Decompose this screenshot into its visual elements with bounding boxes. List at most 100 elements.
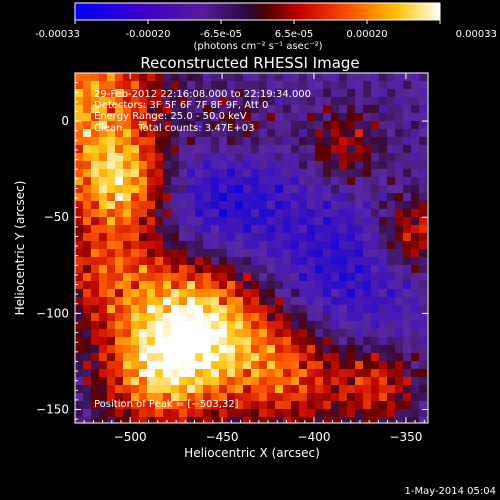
heatmap-cell	[139, 265, 148, 274]
heatmap-cell	[347, 201, 356, 210]
heatmap-cell	[83, 169, 92, 178]
heatmap-cell	[387, 313, 396, 322]
heatmap-cell	[195, 105, 204, 114]
heatmap-cell	[131, 345, 140, 354]
heatmap-cell	[315, 233, 324, 242]
heatmap-cell	[171, 177, 180, 186]
heatmap-cell	[227, 113, 236, 122]
heatmap-cell	[187, 361, 196, 370]
heatmap-cell	[131, 201, 140, 210]
heatmap-cell	[411, 129, 420, 138]
heatmap-cell	[155, 417, 164, 423]
heatmap-cell	[91, 353, 100, 362]
heatmap-cell	[147, 217, 156, 226]
heatmap-cell	[155, 289, 164, 298]
heatmap-cell	[259, 89, 268, 98]
heatmap-cell	[139, 169, 148, 178]
heatmap-cell	[395, 417, 404, 423]
heatmap-cell	[363, 401, 372, 410]
heatmap-cell	[91, 209, 100, 218]
heatmap-cell	[251, 89, 260, 98]
heatmap-cell	[99, 329, 108, 338]
heatmap-cell	[91, 233, 100, 242]
heatmap-cell	[163, 289, 172, 298]
heatmap-cell	[411, 273, 420, 282]
heatmap-cell	[115, 273, 124, 282]
heatmap-cell	[355, 353, 364, 362]
heatmap-cell	[211, 281, 220, 290]
heatmap-cell	[323, 105, 332, 114]
heatmap-cell	[171, 233, 180, 242]
heatmap-cell	[99, 169, 108, 178]
heatmap-cell	[107, 377, 116, 386]
heatmap-cell	[291, 393, 300, 402]
heatmap-cell	[291, 81, 300, 90]
heatmap-cell	[115, 209, 124, 218]
heatmap-cell	[139, 305, 148, 314]
heatmap-cell	[243, 209, 252, 218]
heatmap-cell	[363, 89, 372, 98]
heatmap-cell	[387, 361, 396, 370]
heatmap-cell	[147, 401, 156, 410]
heatmap-cell	[259, 185, 268, 194]
heatmap-cell	[307, 273, 316, 282]
heatmap-cell	[75, 257, 84, 266]
heatmap-cell	[387, 249, 396, 258]
heatmap-cell	[155, 321, 164, 330]
heatmap-cell	[163, 233, 172, 242]
heatmap-cell	[155, 225, 164, 234]
heatmap-cell	[419, 137, 428, 146]
heatmap-cell	[259, 313, 268, 322]
heatmap-cell	[379, 105, 388, 114]
heatmap-cell	[123, 153, 132, 162]
heatmap-cell	[243, 297, 252, 306]
heatmap-cell	[203, 417, 212, 423]
heatmap-cell	[211, 401, 220, 410]
heatmap-cell	[131, 249, 140, 258]
heatmap-cell	[323, 401, 332, 410]
heatmap-cell	[211, 361, 220, 370]
heatmap-cell	[203, 353, 212, 362]
heatmap-cell	[115, 345, 124, 354]
heatmap-cell	[243, 113, 252, 122]
heatmap-cell	[283, 105, 292, 114]
heatmap-cell	[355, 361, 364, 370]
heatmap-cell	[299, 97, 308, 106]
heatmap-cell	[83, 105, 92, 114]
heatmap-cell	[211, 321, 220, 330]
heatmap-cell	[91, 89, 100, 98]
heatmap-cell	[163, 161, 172, 170]
heatmap-cell	[203, 73, 212, 82]
heatmap-cell	[267, 137, 276, 146]
heatmap-cell	[339, 81, 348, 90]
heatmap-cell	[99, 161, 108, 170]
heatmap-cell	[131, 281, 140, 290]
heatmap-cell	[403, 393, 412, 402]
heatmap-cell	[219, 241, 228, 250]
heatmap-cell	[267, 393, 276, 402]
heatmap-cell	[347, 249, 356, 258]
heatmap-cell	[283, 233, 292, 242]
heatmap-cell	[147, 289, 156, 298]
heatmap-cell	[371, 145, 380, 154]
heatmap-cell	[331, 73, 340, 82]
heatmap-cell	[355, 385, 364, 394]
heatmap-cell	[131, 401, 140, 410]
heatmap-cell	[419, 225, 428, 234]
heatmap-cell	[347, 361, 356, 370]
heatmap-cell	[371, 257, 380, 266]
heatmap-cell	[179, 257, 188, 266]
heatmap-cell	[411, 265, 420, 274]
heatmap-cell	[251, 73, 260, 82]
heatmap-cell	[267, 241, 276, 250]
heatmap-cell	[371, 225, 380, 234]
heatmap-cell	[307, 81, 316, 90]
heatmap-cell	[195, 401, 204, 410]
heatmap-cell	[299, 257, 308, 266]
heatmap-cell	[91, 193, 100, 202]
heatmap-cell	[115, 337, 124, 346]
heatmap-cell	[75, 345, 84, 354]
heatmap-cell	[235, 185, 244, 194]
heatmap-cell	[147, 97, 156, 106]
heatmap-cell	[355, 113, 364, 122]
